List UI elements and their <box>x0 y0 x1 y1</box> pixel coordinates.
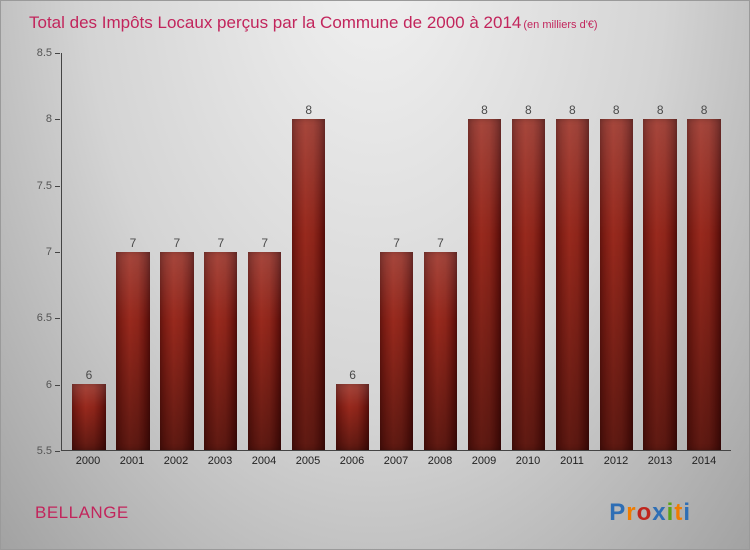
bar-value-label: 8 <box>481 103 488 118</box>
bar-value-label: 8 <box>568 103 576 118</box>
bar <box>643 119 677 450</box>
bar-slot: 8 <box>638 53 682 450</box>
bar <box>379 251 414 450</box>
bar-slot: 8 <box>462 53 506 450</box>
x-tick-label: 2003 <box>207 455 233 467</box>
x-tick-label: 2012 <box>603 455 629 467</box>
x-tick-label: 2006 <box>339 455 365 467</box>
logo-letter: r <box>626 499 637 526</box>
logo-letter: P <box>609 499 627 526</box>
x-tick-label: 2008 <box>427 455 453 467</box>
bar-value-label: 7 <box>129 235 137 250</box>
bar-value-label: 6 <box>85 367 93 382</box>
bar-slot: 6 <box>331 53 375 450</box>
bar <box>72 383 106 450</box>
y-tick-label: 6 <box>45 378 61 391</box>
bar-chart: 5.5 6 6.5 7 7.5 8 8.5 6 7 7 7 7 8 6 7 7 8 8 8 8 8 8 2000 2001… <box>25 47 731 473</box>
logo-letter: t <box>674 499 684 526</box>
chart-subtitle: (en milliers d'€) <box>523 19 598 31</box>
x-tick-label: 2004 <box>251 455 277 467</box>
bar <box>511 119 546 450</box>
bar-slot: 8 <box>682 53 726 450</box>
bar <box>116 251 150 450</box>
chart-title: Total des Impôts Locaux perçus par la Co… <box>29 13 522 32</box>
bar-slot: 7 <box>199 53 243 450</box>
bar <box>687 119 721 450</box>
commune-name: BELLANGE <box>35 503 129 522</box>
y-tick-label: 8.5 <box>36 47 61 59</box>
logo-letter: x <box>652 499 667 526</box>
bar-value-label: 7 <box>173 235 181 250</box>
bar-slot: 8 <box>594 53 638 450</box>
bar-slot: 7 <box>375 53 419 450</box>
logo-letter: o <box>636 499 653 526</box>
y-tick-label: 7.5 <box>36 179 61 192</box>
x-tick-label: 2007 <box>383 455 409 467</box>
x-tick-label: 2005 <box>295 455 321 467</box>
chart-header: Total des Impôts Locaux perçus par la Co… <box>29 13 737 33</box>
bar-slot: 8 <box>506 53 550 450</box>
bar-slot: 8 <box>287 53 331 450</box>
bar-value-label: 7 <box>261 235 269 250</box>
x-tick-label: 2000 <box>75 455 101 467</box>
y-tick-label: 7 <box>45 246 61 258</box>
bar-value-label: 7 <box>437 235 444 250</box>
x-tick-label: 2011 <box>560 455 584 467</box>
plot-area: 6 7 7 7 7 8 6 7 7 8 8 8 8 8 8 <box>61 53 731 451</box>
bar-slot: 7 <box>243 53 287 450</box>
bar-slot: 7 <box>419 53 463 450</box>
bar-value-label: 7 <box>217 235 225 250</box>
x-tick-label: 2009 <box>471 455 497 467</box>
x-tick-label: 2010 <box>515 455 541 467</box>
bar-value-label: 8 <box>305 103 312 118</box>
x-tick-label: 2002 <box>163 455 189 467</box>
bar <box>204 251 238 450</box>
logo-letter: i <box>666 499 675 526</box>
bar-slot: 8 <box>550 53 594 450</box>
bar <box>160 251 194 450</box>
logo-letter: i <box>683 499 691 526</box>
bar-value-label: 6 <box>349 367 356 382</box>
bar <box>467 119 502 450</box>
x-tick-label: 2013 <box>647 455 673 467</box>
x-tick-label: 2014 <box>691 455 717 467</box>
bar <box>335 383 370 450</box>
y-tick-label: 5.5 <box>36 445 61 457</box>
y-axis: 5.5 6 6.5 7 7.5 8 8.5 <box>25 47 61 457</box>
bar <box>291 119 326 450</box>
bar-slot: 6 <box>67 53 111 450</box>
proxiti-logo: Proxiti <box>609 499 691 527</box>
x-tick-label: 2001 <box>119 455 145 467</box>
y-tick-label: 8 <box>45 113 61 126</box>
bar-value-label: 7 <box>393 235 400 250</box>
bar-value-label: 8 <box>656 103 664 118</box>
bar <box>248 251 282 450</box>
bar <box>599 119 633 450</box>
bar <box>423 251 458 450</box>
y-tick-label: 6.5 <box>36 312 61 325</box>
bar-slot: 7 <box>111 53 155 450</box>
bar-value-label: 8 <box>525 103 532 118</box>
bar-value-label: 8 <box>612 103 620 118</box>
bar <box>555 119 589 450</box>
bar-slot: 7 <box>155 53 199 450</box>
x-axis-labels: 2000 2001 2002 2003 2004 2005 2006 2007 2008 2009… <box>61 455 731 467</box>
bar-value-label: 8 <box>700 103 708 118</box>
